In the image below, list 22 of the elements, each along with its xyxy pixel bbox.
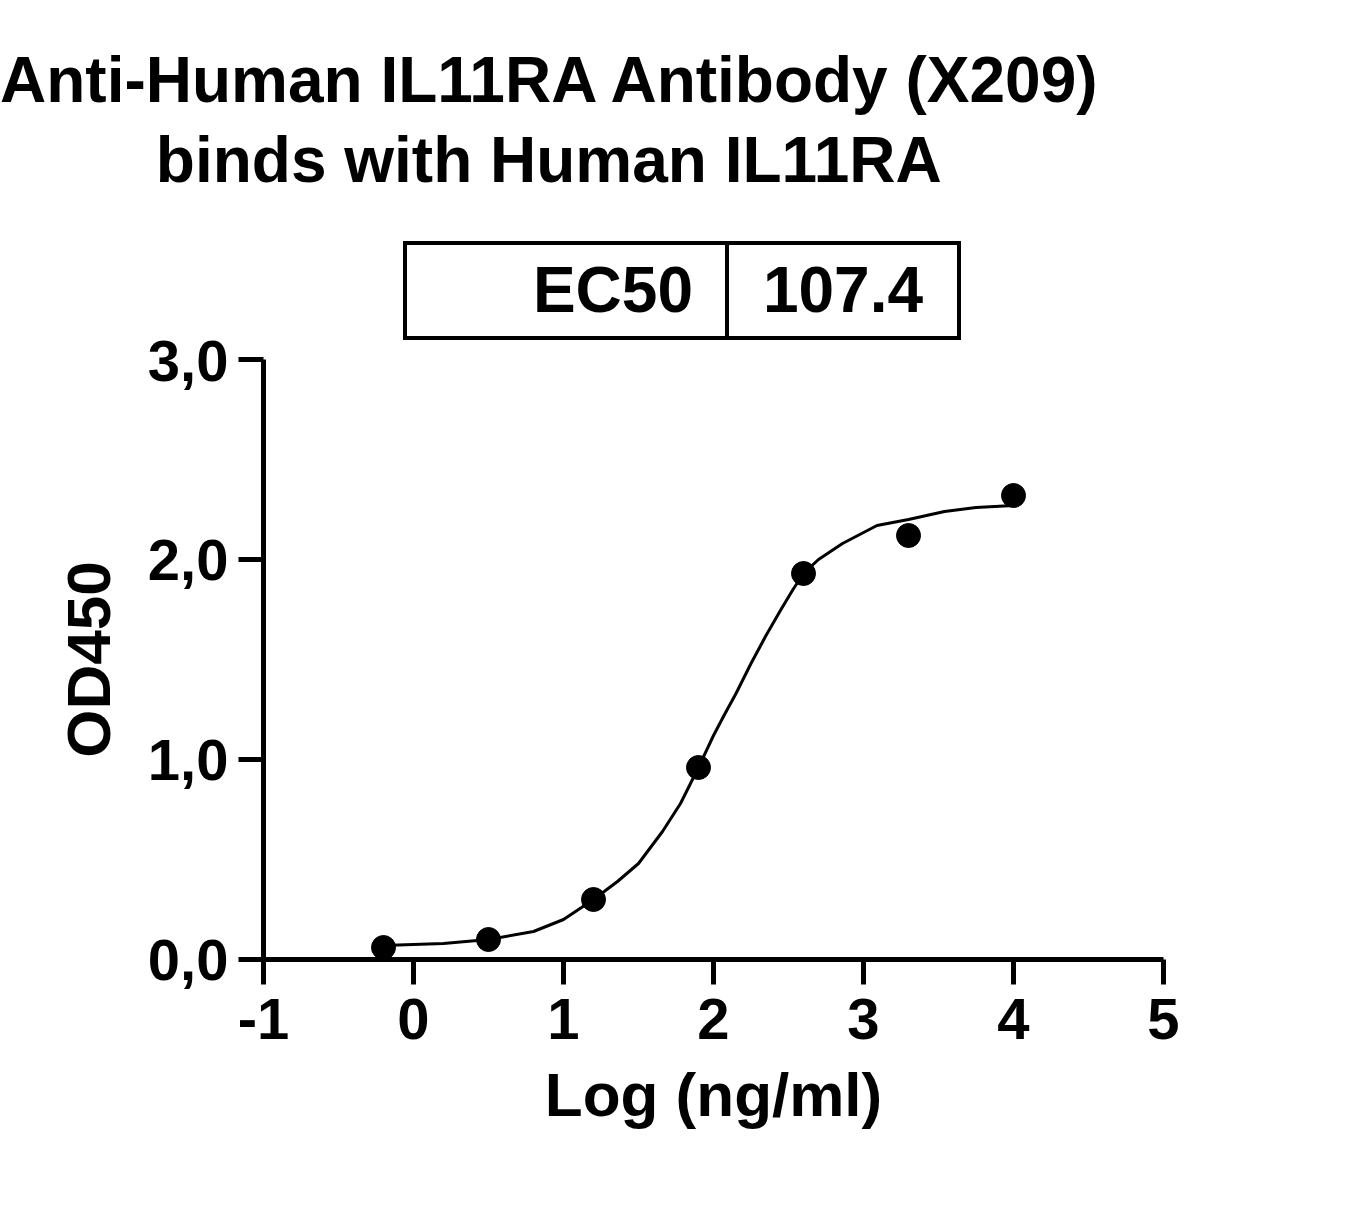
point [686,755,711,780]
point [896,523,921,548]
point [1001,483,1026,508]
x-tick-label: -1 [237,985,290,1051]
point [371,935,396,960]
x-tick-label: 2 [697,985,730,1051]
chart-title: Anti-Human IL11RA Antibody (X209) binds with Human IL11RA [0,43,1098,198]
y-tick-label: 1,0 [147,726,229,792]
x-tick-label: 4 [997,985,1030,1051]
y-axis-title: OD450 [53,561,123,758]
ec50-table: EC50 107.4 [403,241,961,341]
point [581,887,606,912]
x-axis-title: Log (ng/ml) [544,1059,883,1129]
point [791,561,816,586]
y-tick-label: 0,0 [147,926,229,992]
point [476,927,501,952]
x-tick-label: 0 [397,985,430,1051]
y-tick-label: 3,0 [147,327,229,393]
x-tick-label: 1 [547,985,580,1051]
x-tick-label: 5 [1147,985,1180,1051]
x-tick-label: 3 [847,985,880,1051]
y-tick-label: 2,0 [147,526,229,592]
